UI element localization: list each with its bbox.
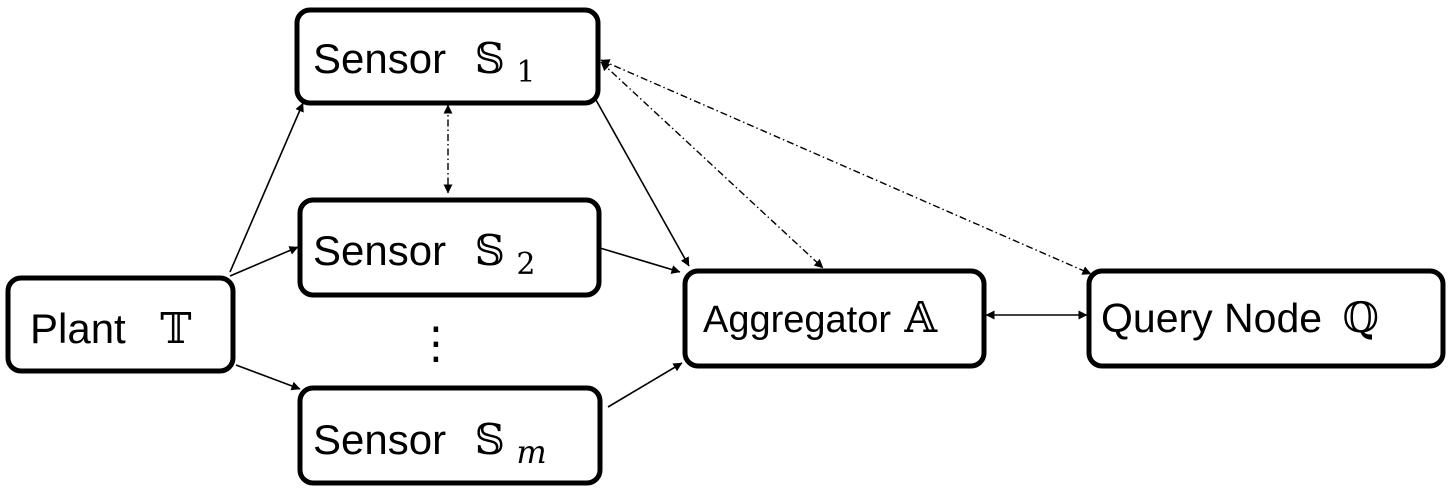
edge-sensor1-aggregator-dashdot bbox=[600, 61, 824, 269]
edge-sensorm-aggregator bbox=[607, 362, 683, 408]
sensor-2-symbol: 𝕊 bbox=[475, 226, 505, 275]
sensor-1-subscript: 1 bbox=[516, 55, 535, 90]
edge-sensor1-aggregator bbox=[595, 99, 690, 267]
aggregator-label: Aggregator bbox=[703, 299, 891, 341]
edge-sensor1-query bbox=[600, 59, 1092, 275]
sensor-1-symbol: 𝕊 bbox=[475, 34, 505, 83]
edge-plant-sensor2 bbox=[229, 246, 299, 277]
node-plant: Plant 𝕋 bbox=[5, 275, 236, 374]
node-query: Query Node ℚ bbox=[1086, 268, 1446, 369]
plant-symbol: 𝕋 bbox=[160, 304, 191, 353]
query-label: Query Node bbox=[1101, 295, 1322, 341]
svg-text:Plant 𝕋: Plant 𝕋 bbox=[30, 304, 192, 353]
svg-text:Sensor 𝕊 1: Sensor 𝕊 1 bbox=[313, 34, 536, 90]
query-symbol: ℚ bbox=[1342, 293, 1379, 342]
aggregator-symbol: 𝔸 bbox=[904, 293, 939, 342]
sensor-1-label: Sensor bbox=[313, 35, 446, 82]
plant-label: Plant bbox=[30, 305, 126, 352]
sensor-2-label: Sensor bbox=[313, 227, 446, 274]
node-sensor-m: Sensor 𝕊 m bbox=[297, 385, 603, 486]
edge-plant-sensor1 bbox=[229, 102, 304, 273]
svg-text:Aggregator 𝔸: Aggregator 𝔸 bbox=[703, 293, 939, 342]
sensor-m-label: Sensor bbox=[313, 416, 446, 463]
sensor-m-subscript: m bbox=[516, 433, 546, 471]
node-sensor-1: Sensor 𝕊 1 bbox=[294, 7, 601, 106]
svg-text:Sensor 𝕊 2: Sensor 𝕊 2 bbox=[313, 226, 536, 282]
svg-text:Query Node ℚ: Query Node ℚ bbox=[1101, 293, 1379, 342]
sensor-m-symbol: 𝕊 bbox=[475, 415, 505, 464]
edges bbox=[229, 59, 1092, 408]
sensor-2-subscript: 2 bbox=[516, 247, 535, 282]
edge-plant-sensorm bbox=[235, 364, 301, 391]
sensor-ellipsis: ⋮ bbox=[414, 318, 458, 369]
node-aggregator: Aggregator 𝔸 bbox=[682, 268, 987, 369]
node-sensor-2: Sensor 𝕊 2 bbox=[297, 197, 602, 298]
edge-sensor2-aggregator bbox=[599, 247, 681, 274]
svg-text:Sensor 𝕊 m: Sensor 𝕊 m bbox=[313, 415, 547, 471]
